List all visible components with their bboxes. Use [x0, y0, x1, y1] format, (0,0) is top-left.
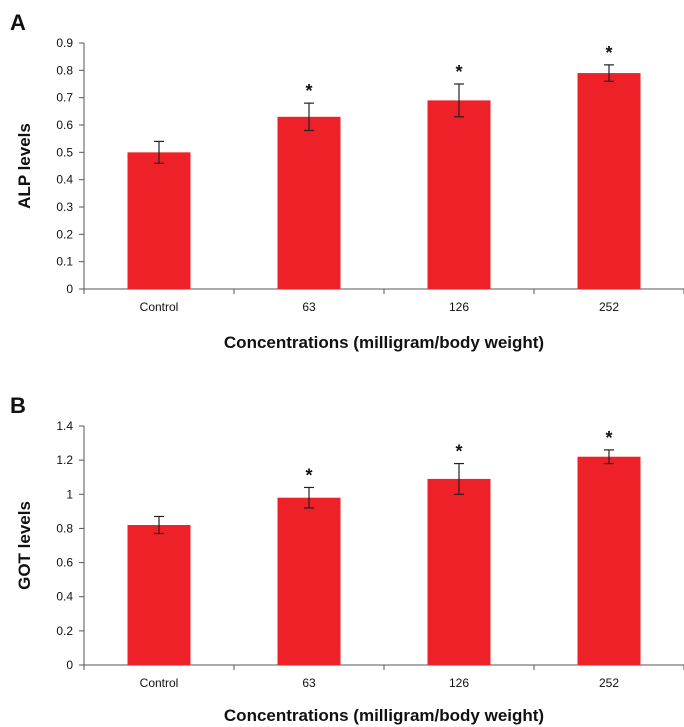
y-tick-label: 0.9 [56, 36, 73, 50]
y-tick-label: 0.6 [56, 118, 73, 132]
bar [577, 73, 641, 289]
x-axis-title: Concentrations (milligram/body weight) [224, 706, 544, 725]
y-tick-label: 0.6 [56, 556, 73, 570]
significance-marker: * [455, 442, 462, 462]
y-tick-label: 0.3 [56, 200, 73, 214]
x-tick-label: 126 [449, 676, 469, 690]
panel-label: A [10, 10, 26, 35]
x-tick-label: Control [140, 300, 179, 314]
y-tick-label: 0 [66, 658, 73, 672]
x-tick-label: 126 [449, 300, 469, 314]
bar [277, 497, 341, 665]
bar [277, 116, 341, 289]
panel-label: B [10, 393, 26, 418]
y-tick-label: 0.8 [56, 521, 73, 535]
significance-marker: * [305, 81, 312, 101]
bar [577, 456, 641, 665]
y-tick-label: 1.4 [56, 419, 73, 433]
y-tick-label: 0 [66, 282, 73, 296]
bar [427, 478, 491, 665]
y-tick-label: 0.2 [56, 227, 73, 241]
bar [127, 525, 191, 665]
y-tick-label: 1.2 [56, 453, 73, 467]
y-tick-label: 0.2 [56, 624, 73, 638]
x-tick-label: 63 [302, 300, 316, 314]
y-tick-label: 0.4 [56, 590, 73, 604]
x-axis-title: Concentrations (milligram/body weight) [224, 333, 544, 352]
y-tick-label: 0.4 [56, 173, 73, 187]
y-tick-label: 0.8 [56, 63, 73, 77]
y-tick-label: 0.1 [56, 255, 73, 269]
x-tick-label: 252 [599, 300, 619, 314]
y-tick-label: 0.7 [56, 91, 73, 105]
significance-marker: * [305, 465, 312, 485]
y-axis-title: ALP levels [15, 123, 34, 209]
significance-marker: * [605, 43, 612, 63]
x-tick-label: Control [140, 676, 179, 690]
x-tick-label: 252 [599, 676, 619, 690]
bar [127, 152, 191, 289]
chart-panel-b: B 0 0.2 0.4 0.6 0.8 1 1.2 1.4 Control * 63 * 126 * 252 C… [10, 393, 684, 725]
y-tick-label: 0.5 [56, 145, 73, 159]
y-tick-label: 1 [66, 487, 73, 501]
x-tick-label: 63 [302, 676, 316, 690]
bar [427, 100, 491, 290]
chart-panel-a: A 0 0.1 0.2 0.3 0.4 0.5 0.6 0.7 0.8 0.9 Control * 63 *… [10, 10, 684, 352]
y-axis-title: GOT levels [15, 501, 34, 590]
significance-marker: * [605, 428, 612, 448]
significance-marker: * [455, 62, 462, 82]
